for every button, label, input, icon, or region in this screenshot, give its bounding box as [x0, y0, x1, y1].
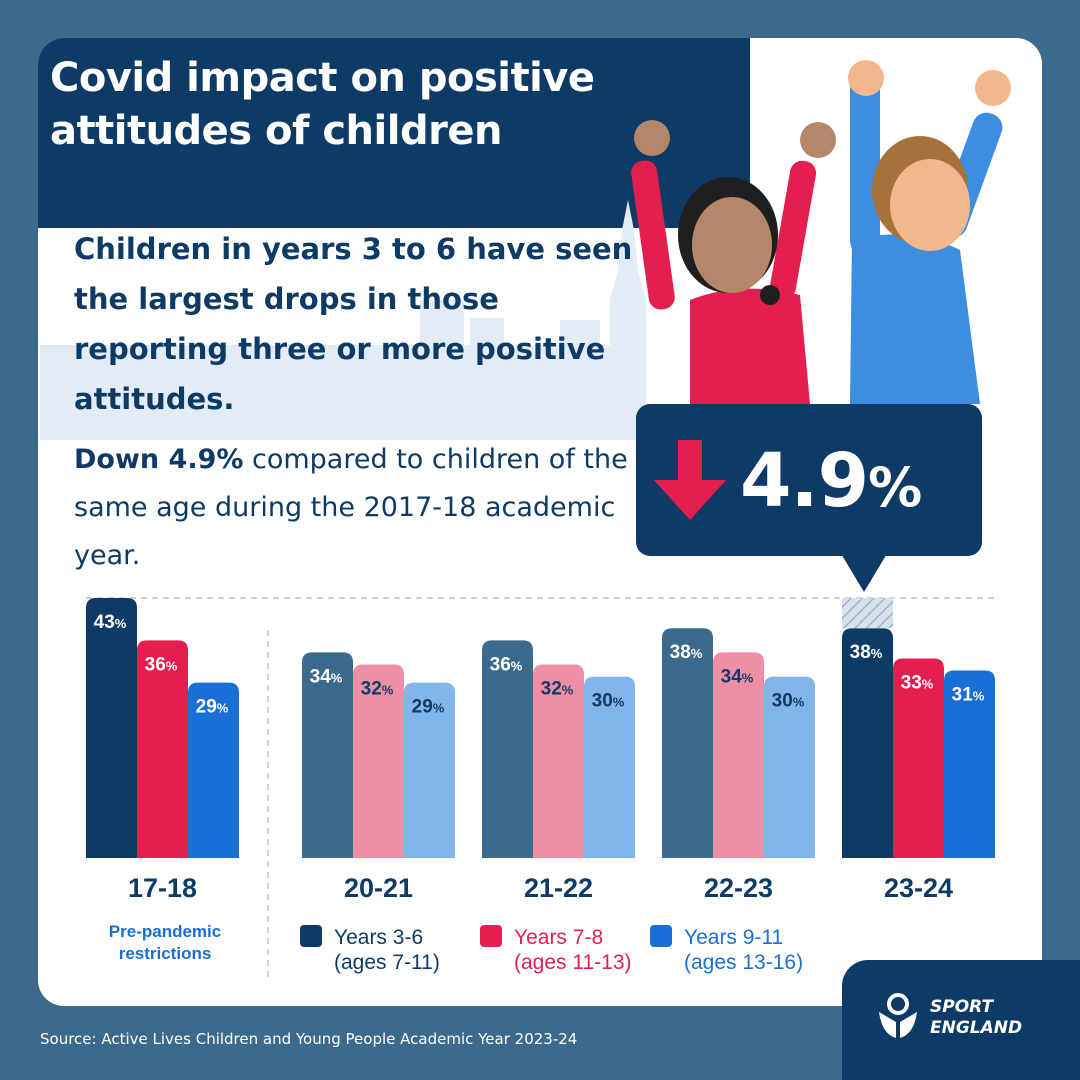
- callout-percent: %: [868, 456, 922, 519]
- bar-23-24-2: [944, 670, 995, 858]
- x-tick-20-21: 20-21: [344, 873, 413, 903]
- bar-17-18-2: [188, 682, 239, 858]
- bar-17-18-1: [137, 640, 188, 858]
- legend-swatch-2: [650, 925, 672, 947]
- down-arrow-icon: [654, 440, 726, 520]
- bar-20-21-0: [302, 652, 353, 858]
- bar-22-23-0: [662, 628, 713, 858]
- sub-text-bold: Down 4.9%: [74, 444, 244, 475]
- data-label-20-21-2: 29%: [412, 697, 445, 718]
- legend-sublabel-0: (ages 7-11): [334, 951, 440, 974]
- x-tick-21-22: 21-22: [524, 873, 593, 903]
- data-label-17-18-1: 36%: [145, 654, 178, 675]
- legend-swatch-0: [300, 925, 322, 947]
- bar-17-18-0: [86, 598, 137, 858]
- callout-number: 4.9: [740, 438, 869, 524]
- legend-label-1: Years 7-8: [514, 926, 603, 949]
- sub-text: Down 4.9% compared to children of the sa…: [74, 436, 634, 580]
- data-label-22-23-1: 34%: [721, 666, 754, 687]
- logo-line-2: ENGLAND: [930, 1018, 1023, 1038]
- bar-23-24-0: [842, 628, 893, 858]
- bar-22-23-2: [764, 676, 815, 858]
- legend-label-2: Years 9-11: [684, 926, 783, 949]
- data-label-17-18-2: 29%: [196, 697, 229, 718]
- bar-21-22-2: [584, 676, 635, 858]
- sub-text-rest: compared to children of the same age dur…: [74, 444, 628, 571]
- x-tick-23-24: 23-24: [884, 873, 953, 903]
- data-label-23-24-0: 38%: [850, 642, 883, 663]
- bar-21-22-0: [482, 640, 533, 858]
- data-label-22-23-2: 30%: [772, 691, 805, 712]
- data-label-23-24-1: 33%: [901, 672, 934, 693]
- drop-indicator-23-24: [842, 598, 893, 629]
- x-tick-22-23: 22-23: [704, 873, 773, 903]
- data-label-20-21-1: 32%: [361, 679, 394, 700]
- data-label-21-22-2: 30%: [592, 691, 625, 712]
- category-note-line-1: Pre-pandemic: [109, 922, 221, 941]
- data-label-21-22-0: 36%: [490, 654, 523, 675]
- bar-21-22-1: [533, 664, 584, 858]
- legend-sublabel-2: (ages 13-16): [684, 951, 803, 974]
- page-title: Covid impact on positive attitudes of chi…: [50, 52, 595, 158]
- bar-20-21-2: [404, 682, 455, 858]
- legend-swatch-1: [480, 925, 502, 947]
- headline-text: Children in years 3 to 6 have seen the l…: [74, 232, 633, 416]
- bar-23-24-1: [893, 658, 944, 858]
- source-text: Source: Active Lives Children and Young …: [40, 1030, 578, 1048]
- title-line-1: Covid impact on positive: [50, 55, 595, 101]
- logo-line-1: SPORT: [930, 997, 994, 1017]
- data-label-17-18-0: 43%: [94, 612, 127, 633]
- callout-tail: [840, 552, 888, 592]
- bar-20-21-1: [353, 664, 404, 858]
- bar-22-23-1: [713, 652, 764, 858]
- legend-label-0: Years 3-6: [334, 926, 423, 949]
- data-label-21-22-1: 32%: [541, 679, 574, 700]
- data-label-22-23-0: 38%: [670, 642, 703, 663]
- data-label-23-24-2: 31%: [952, 685, 985, 706]
- category-note-line-2: restrictions: [119, 944, 212, 963]
- data-label-20-21-0: 34%: [310, 666, 343, 687]
- callout-value: 4.9%: [740, 436, 922, 533]
- x-tick-17-18: 17-18: [128, 873, 197, 903]
- legend-sublabel-1: (ages 11-13): [514, 951, 632, 974]
- sport-england-logo-text: SPORT ENGLAND: [930, 997, 1022, 1039]
- title-line-2: attitudes of children: [50, 108, 502, 154]
- sport-england-logo-icon: [879, 993, 917, 1038]
